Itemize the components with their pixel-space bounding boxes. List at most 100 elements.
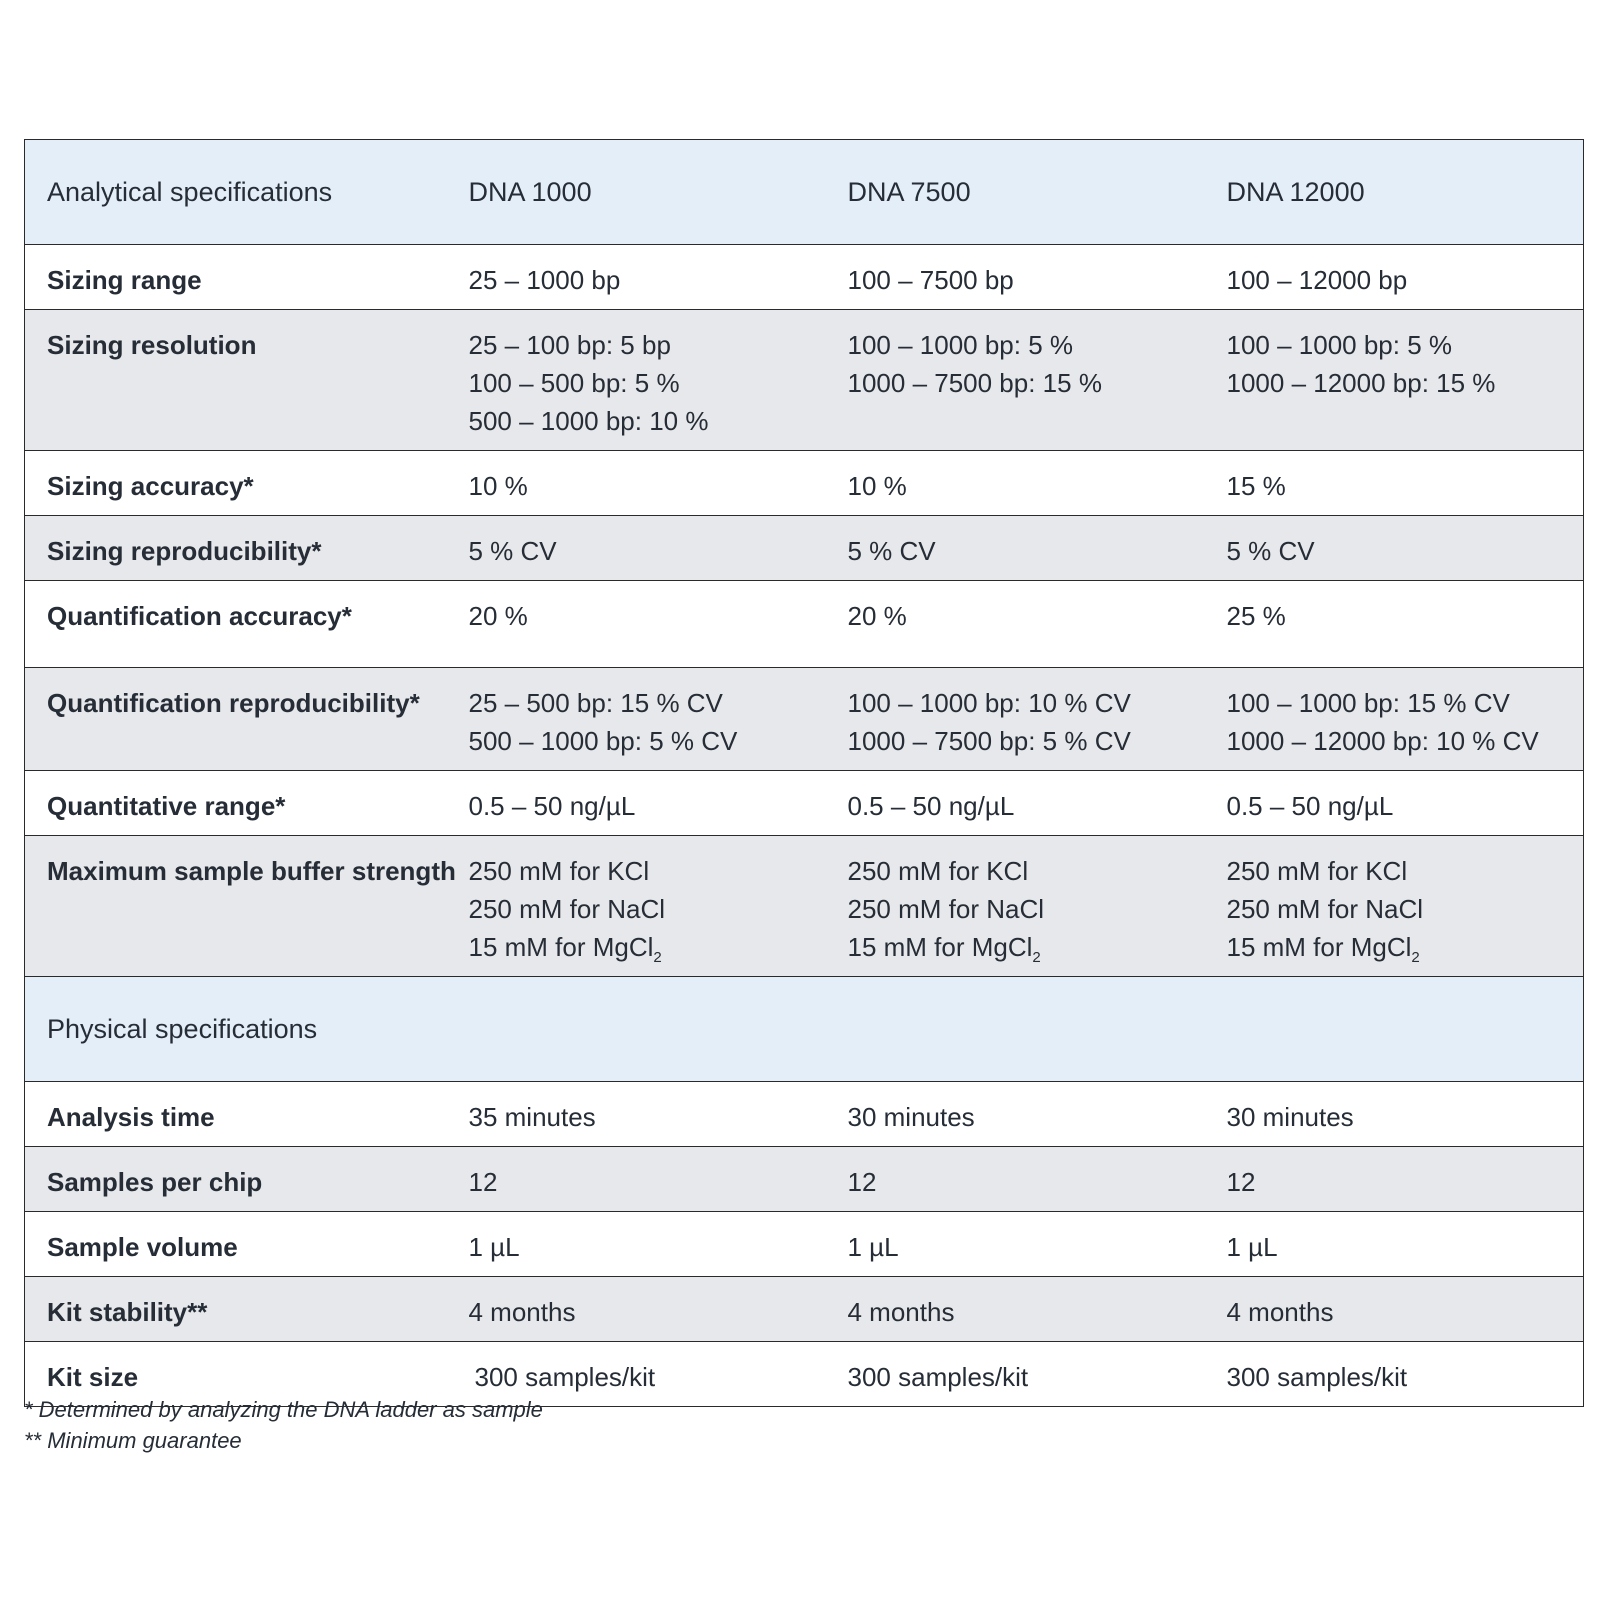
row-label: Sizing accuracy* bbox=[24, 450, 447, 516]
cell-line: 250 mM for NaCl bbox=[1226, 894, 1424, 924]
table-cell: 15 % bbox=[1204, 450, 1584, 516]
table-cell: 5 % CV bbox=[446, 515, 826, 581]
cell-line: 15 mM for MgCl2 bbox=[848, 928, 1199, 966]
table-cell: 35 minutes bbox=[446, 1081, 826, 1147]
subscript: 2 bbox=[1032, 949, 1041, 967]
row-label: Samples per chip bbox=[24, 1146, 447, 1212]
table-row: Kit stability** 4 months 4 months 4 mont… bbox=[24, 1276, 1584, 1342]
table-cell: 20 % bbox=[446, 580, 826, 668]
row-label: Analysis time bbox=[24, 1081, 447, 1147]
row-label: Maximum sample buffer strength bbox=[24, 835, 456, 977]
cell-line: 1000 – 12000 bp: 15 % bbox=[1226, 368, 1496, 398]
table-cell: 4 months bbox=[446, 1276, 826, 1342]
table-cell: 100 – 1000 bp: 15 % CV 1000 – 12000 bp: … bbox=[1204, 667, 1584, 771]
table-cell: 25 – 1000 bp bbox=[446, 244, 826, 310]
subscript: 2 bbox=[653, 949, 662, 967]
table-cell: 30 minutes bbox=[1204, 1081, 1584, 1147]
row-label: Kit stability** bbox=[24, 1276, 447, 1342]
cell-line: 500 – 1000 bp: 10 % bbox=[468, 406, 709, 436]
table-cell: 4 months bbox=[1204, 1276, 1584, 1342]
table-cell: 5 % CV bbox=[1204, 515, 1584, 581]
table-cell: 4 months bbox=[825, 1276, 1205, 1342]
specifications-table: Analytical specifications DNA 1000 DNA 7… bbox=[24, 139, 1584, 1407]
row-label: Sizing range bbox=[24, 244, 447, 310]
cell-line: 1000 – 7500 bp: 15 % bbox=[847, 368, 1102, 398]
subscript: 2 bbox=[1411, 949, 1420, 967]
table-cell: 5 % CV bbox=[825, 515, 1205, 581]
table-cell: 25 % bbox=[1204, 580, 1584, 668]
empty-cell bbox=[1204, 976, 1584, 1082]
table-cell: 0.5 – 50 ng/µL bbox=[825, 770, 1205, 836]
table-cell: 100 – 1000 bp: 10 % CV 1000 – 7500 bp: 5… bbox=[825, 667, 1205, 771]
empty-cell bbox=[825, 976, 1205, 1082]
cell-line: 250 mM for KCl bbox=[1226, 856, 1408, 886]
table-row: Kit size 300 samples/kit 300 samples/kit… bbox=[24, 1341, 1584, 1407]
cell-line: 15 mM for MgCl2 bbox=[469, 928, 820, 966]
cell-text: 15 mM for MgCl bbox=[1226, 932, 1412, 962]
table-row: Maximum sample buffer strength 250 mM fo… bbox=[24, 835, 1584, 977]
row-label: Quantification accuracy* bbox=[24, 580, 447, 668]
table-cell: 12 bbox=[446, 1146, 826, 1212]
row-label: Sizing reproducibility* bbox=[24, 515, 447, 581]
row-label: Quantitative range* bbox=[24, 770, 447, 836]
row-label: Sample volume bbox=[24, 1211, 447, 1277]
table-cell: 100 – 7500 bp bbox=[825, 244, 1205, 310]
table-row: Sizing accuracy* 10 % 10 % 15 % bbox=[24, 450, 1584, 516]
footnote-stability: ** Minimum guarantee bbox=[24, 1428, 242, 1453]
table-cell: 10 % bbox=[825, 450, 1205, 516]
row-label: Kit size bbox=[24, 1341, 447, 1407]
table-row: Quantification accuracy* 20 % 20 % 25 % bbox=[24, 580, 1584, 668]
row-label: Sizing resolution bbox=[24, 309, 447, 451]
table-cell: 100 – 1000 bp: 5 % 1000 – 12000 bp: 15 % bbox=[1204, 309, 1584, 451]
table-row: Quantification reproducibility* 25 – 500… bbox=[24, 667, 1584, 771]
cell-line: 250 mM for NaCl bbox=[847, 894, 1045, 924]
cell-line: 1000 – 7500 bp: 5 % CV bbox=[847, 726, 1131, 756]
table-row: Analysis time 35 minutes 30 minutes 30 m… bbox=[24, 1081, 1584, 1147]
cell-line: 15 mM for MgCl2 bbox=[1227, 928, 1578, 966]
cell-line: 250 mM for NaCl bbox=[468, 894, 666, 924]
footnote-accuracy: * Determined by analyzing the DNA ladder… bbox=[24, 1397, 543, 1422]
cell-line: 250 mM for KCl bbox=[847, 856, 1029, 886]
table-row: Sizing reproducibility* 5 % CV 5 % CV 5 … bbox=[24, 515, 1584, 581]
table-cell: 100 – 1000 bp: 5 % 1000 – 7500 bp: 15 % bbox=[825, 309, 1205, 451]
cell-line: 100 – 1000 bp: 5 % bbox=[847, 330, 1074, 360]
physical-header-row: Physical specifications bbox=[24, 976, 1584, 1082]
table-cell: 1 µL bbox=[825, 1211, 1205, 1277]
table-row: Sample volume 1 µL 1 µL 1 µL bbox=[24, 1211, 1584, 1277]
table-cell: 300 samples/kit bbox=[825, 1341, 1205, 1407]
analytical-header-row: Analytical specifications DNA 1000 DNA 7… bbox=[24, 139, 1584, 245]
table-row: Sizing resolution 25 – 100 bp: 5 bp 100 … bbox=[24, 309, 1584, 451]
cell-line: 25 – 100 bp: 5 bp bbox=[468, 330, 671, 360]
cell-line: 1000 – 12000 bp: 10 % CV bbox=[1226, 726, 1539, 756]
table-row: Samples per chip 12 12 12 bbox=[24, 1146, 1584, 1212]
table-row: Quantitative range* 0.5 – 50 ng/µL 0.5 –… bbox=[24, 770, 1584, 836]
cell-line: 100 – 1000 bp: 15 % CV bbox=[1226, 688, 1510, 718]
table-cell: 250 mM for KCl 250 mM for NaCl 15 mM for… bbox=[446, 835, 826, 977]
empty-cell bbox=[446, 976, 826, 1082]
physical-section-label: Physical specifications bbox=[24, 976, 447, 1082]
column-header-dna-1000: DNA 1000 bbox=[446, 139, 826, 245]
row-label: Quantification reproducibility* bbox=[24, 667, 447, 771]
cell-line: 250 mM for KCl bbox=[468, 856, 650, 886]
cell-line: 500 – 1000 bp: 5 % CV bbox=[468, 726, 738, 756]
table-cell: 30 minutes bbox=[825, 1081, 1205, 1147]
cell-text: 15 mM for MgCl bbox=[847, 932, 1033, 962]
analytical-section-label: Analytical specifications bbox=[24, 139, 447, 245]
cell-line: 100 – 1000 bp: 5 % bbox=[1226, 330, 1453, 360]
table-cell: 20 % bbox=[825, 580, 1205, 668]
footnotes: * Determined by analyzing the DNA ladder… bbox=[24, 1394, 543, 1456]
table-cell: 0.5 – 50 ng/µL bbox=[1204, 770, 1584, 836]
table-cell: 300 samples/kit bbox=[446, 1341, 826, 1407]
table-cell: 25 – 100 bp: 5 bp 100 – 500 bp: 5 % 500 … bbox=[446, 309, 826, 451]
cell-line: 100 – 1000 bp: 10 % CV bbox=[847, 688, 1131, 718]
table-cell: 12 bbox=[825, 1146, 1205, 1212]
table-cell: 10 % bbox=[446, 450, 826, 516]
cell-line: 25 – 500 bp: 15 % CV bbox=[468, 688, 723, 718]
table-cell: 0.5 – 50 ng/µL bbox=[446, 770, 826, 836]
cell-line: 100 – 500 bp: 5 % bbox=[468, 368, 680, 398]
table-cell: 1 µL bbox=[1204, 1211, 1584, 1277]
column-header-dna-7500: DNA 7500 bbox=[825, 139, 1205, 245]
table-cell: 300 samples/kit bbox=[1204, 1341, 1584, 1407]
column-header-dna-12000: DNA 12000 bbox=[1204, 139, 1584, 245]
table-cell: 100 – 12000 bp bbox=[1204, 244, 1584, 310]
